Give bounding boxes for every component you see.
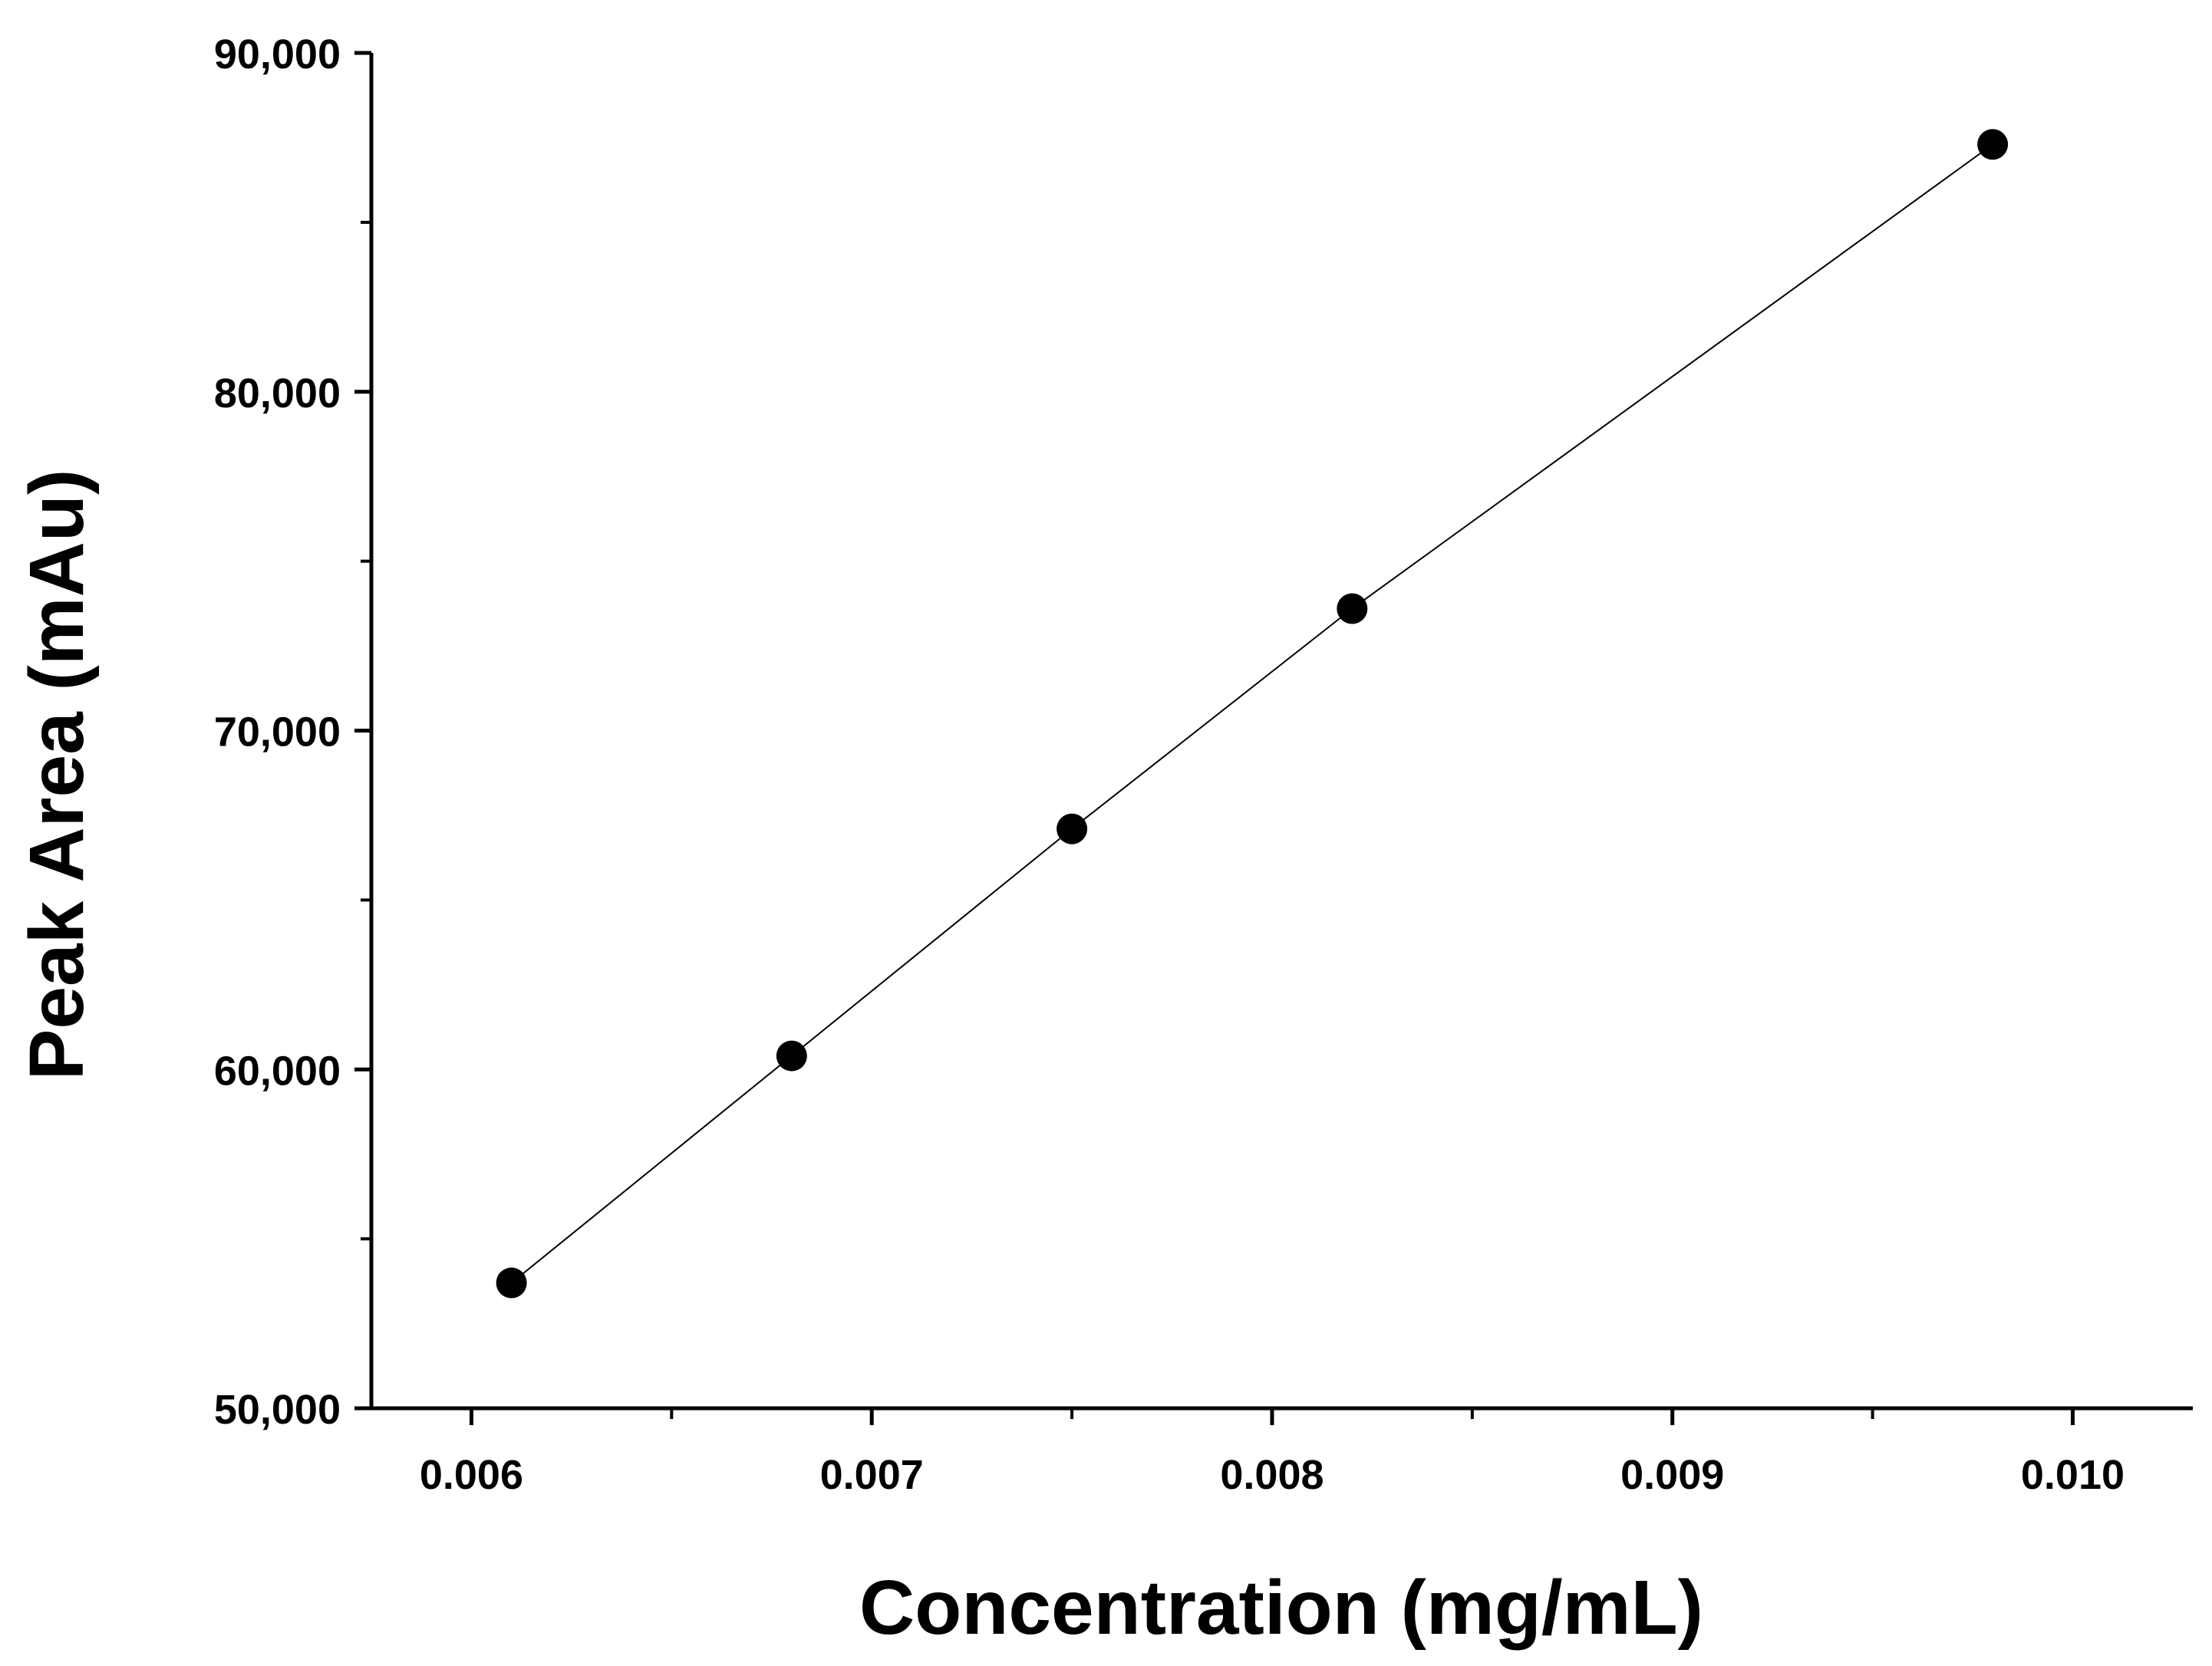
- x-tick-label: 0.007: [820, 1452, 924, 1498]
- data-point: [1977, 129, 2009, 160]
- y-tick-label: 90,000: [214, 31, 341, 77]
- y-tick-label: 50,000: [214, 1387, 341, 1433]
- data-point: [1057, 813, 1088, 845]
- y-tick-label: 80,000: [214, 370, 341, 416]
- data-point: [776, 1040, 807, 1072]
- y-tick-label: 60,000: [214, 1048, 341, 1094]
- x-tick-label: 0.006: [420, 1452, 523, 1498]
- series-line: [510, 143, 1993, 1284]
- x-tick-label: 0.009: [1620, 1452, 1724, 1498]
- x-axis-title: Concentration (mg/mL): [859, 1565, 1703, 1651]
- y-axis-title: Peak Area (mAu): [14, 469, 100, 1081]
- y-tick-label: 70,000: [214, 710, 341, 756]
- axes: 0.006 0.007 0.008 0.009 0.010 50,000 60,000 70,…: [214, 31, 2193, 1498]
- data-point: [1337, 593, 1368, 624]
- x-tick-label: 0.008: [1220, 1452, 1324, 1498]
- data-point: [496, 1267, 527, 1299]
- series-layer: [496, 129, 2009, 1299]
- x-tick-label: 0.010: [2021, 1452, 2125, 1498]
